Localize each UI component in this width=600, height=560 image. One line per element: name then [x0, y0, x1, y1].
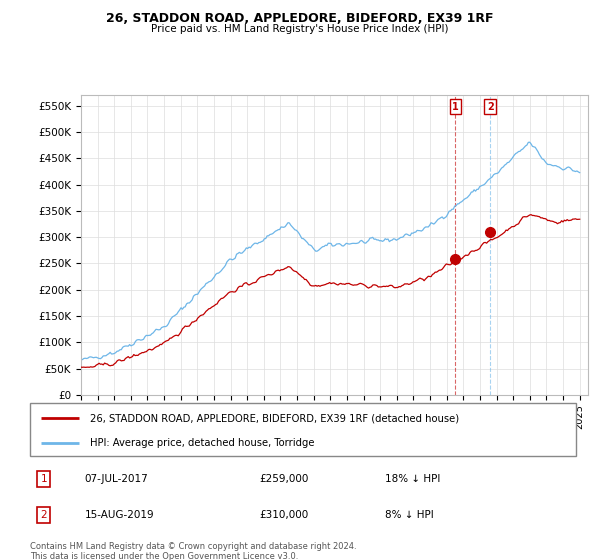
Text: 2: 2 [487, 102, 494, 112]
Text: Contains HM Land Registry data © Crown copyright and database right 2024.
This d: Contains HM Land Registry data © Crown c… [30, 542, 356, 560]
Text: 1: 1 [40, 474, 47, 484]
Text: 2: 2 [40, 510, 47, 520]
Text: 1: 1 [452, 102, 459, 112]
Text: Price paid vs. HM Land Registry's House Price Index (HPI): Price paid vs. HM Land Registry's House … [151, 24, 449, 34]
Text: £310,000: £310,000 [259, 510, 308, 520]
Text: 07-JUL-2017: 07-JUL-2017 [85, 474, 148, 484]
Text: HPI: Average price, detached house, Torridge: HPI: Average price, detached house, Torr… [90, 438, 314, 448]
Text: 18% ↓ HPI: 18% ↓ HPI [385, 474, 440, 484]
Text: 15-AUG-2019: 15-AUG-2019 [85, 510, 154, 520]
Text: 8% ↓ HPI: 8% ↓ HPI [385, 510, 434, 520]
FancyBboxPatch shape [30, 403, 576, 456]
Text: 26, STADDON ROAD, APPLEDORE, BIDEFORD, EX39 1RF (detached house): 26, STADDON ROAD, APPLEDORE, BIDEFORD, E… [90, 413, 459, 423]
Text: 26, STADDON ROAD, APPLEDORE, BIDEFORD, EX39 1RF: 26, STADDON ROAD, APPLEDORE, BIDEFORD, E… [106, 12, 494, 25]
Text: £259,000: £259,000 [259, 474, 308, 484]
